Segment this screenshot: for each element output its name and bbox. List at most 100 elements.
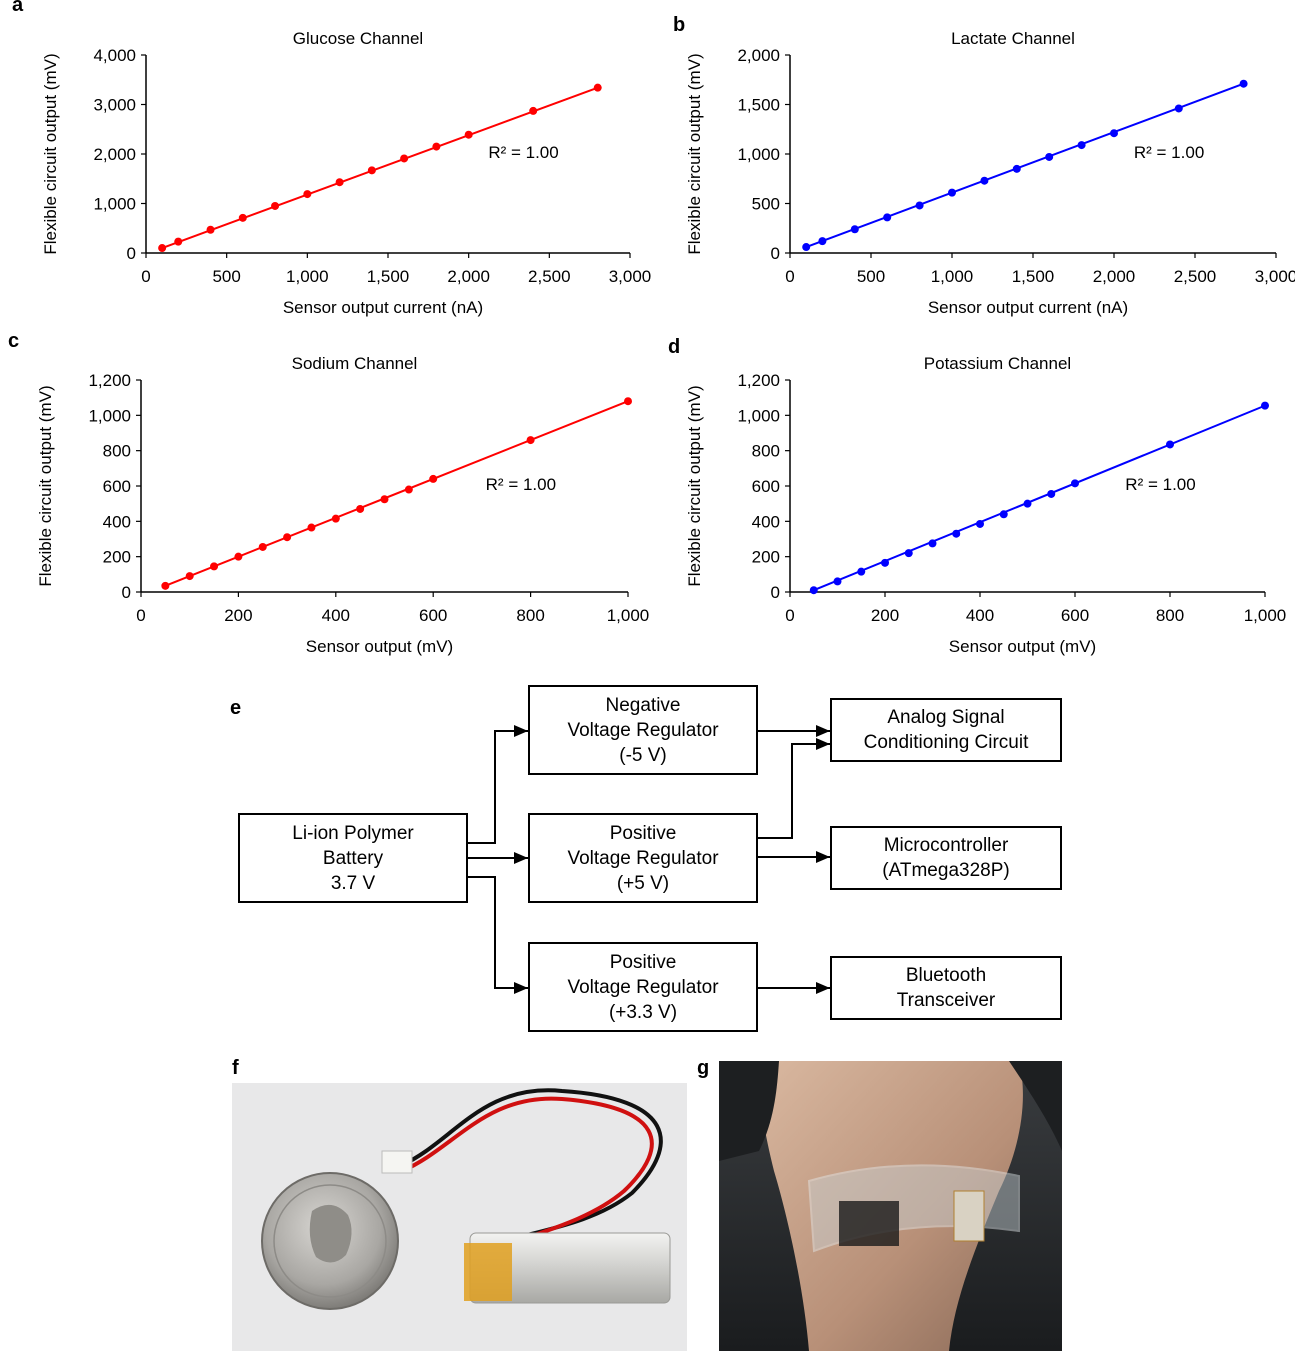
- chart-lactate: 0 500 1,000 1,500 2,000 2,500 3,000 0 500 1,000 1,…: [0, 0, 1295, 330]
- chart-c-y-tick-label: 400: [103, 512, 131, 531]
- chart-c-point: [356, 504, 365, 513]
- chart-d-x-label: Sensor output (mV): [949, 637, 1096, 656]
- chart-b-point: [915, 201, 924, 210]
- connector-icon: [381, 1150, 413, 1174]
- chart-a-point: [271, 201, 280, 210]
- chart-c-y-tick-label: 1,200: [88, 371, 131, 390]
- chart-b-y-tick-label: 1,500: [737, 96, 780, 115]
- chart-a-point: [335, 178, 344, 187]
- chart-d-y-tick-label: 600: [752, 477, 780, 496]
- positive-5v-regulator-box: Positive Voltage Regulator (+5 V): [528, 813, 758, 903]
- chart-a-title: Glucose Channel: [293, 29, 423, 48]
- panel-label-c: c: [8, 330, 20, 352]
- chart-d-x-tick-label: 600: [1061, 606, 1089, 625]
- chart-a-point: [464, 130, 473, 139]
- chart-a-point: [303, 190, 312, 199]
- battery-coin-photo: [232, 1083, 687, 1351]
- chart-c-x-tick-label: 400: [322, 606, 350, 625]
- panel-label-e: e: [230, 697, 242, 719]
- chart-sodium: 0 200 400 600 800 1,000 0 200 400 600 800 1,000 1,20…: [0, 0, 660, 670]
- chart-c-point: [307, 523, 316, 532]
- chart-c-point: [331, 514, 340, 523]
- chart-a-x-tick-label: 0: [141, 267, 150, 286]
- chart-a-point: [593, 83, 602, 92]
- chart-b-title: Lactate Channel: [951, 29, 1075, 48]
- chart-d-trendline: [813, 404, 1266, 592]
- chart-a-x-tick-label: 500: [212, 267, 240, 286]
- chart-a-point: [367, 166, 376, 175]
- chart-c-x-tick-label: 600: [419, 606, 447, 625]
- chart-d-x-tick-label: 1,000: [1244, 606, 1287, 625]
- chart-b-y-tick-label: 2,000: [737, 46, 780, 65]
- chart-c-y-tick-label: 200: [103, 548, 131, 567]
- negative-regulator-box: Negative Voltage Regulator (-5 V): [528, 685, 758, 775]
- chart-a-y-tick-label: 4,000: [93, 46, 136, 65]
- chart-d-point: [1071, 479, 1079, 488]
- chart-d-point: [833, 577, 842, 586]
- chart-d-y-label: Flexible circuit output (mV): [685, 385, 704, 586]
- chart-a-point: [174, 237, 183, 246]
- chart-a-x-tick-label: 2,500: [528, 267, 571, 286]
- connector-battery-neg: [468, 725, 528, 844]
- chart-a-x-tick-label: 2,000: [447, 267, 490, 286]
- chart-d-x-tick-label: 800: [1156, 606, 1184, 625]
- chart-c-point: [185, 572, 194, 581]
- chart-c-point: [283, 533, 292, 542]
- panel-label-g: g: [697, 1057, 710, 1079]
- chart-c-x-tick-label: 0: [136, 606, 145, 625]
- bluetooth-box: Bluetooth Transceiver: [830, 956, 1062, 1020]
- chart-c-y-label: Flexible circuit output (mV): [36, 385, 55, 586]
- battery-coin-illustration: [232, 1083, 687, 1351]
- battery-small-icon: [953, 1190, 985, 1242]
- chart-b-x-tick-label: 1,500: [1012, 267, 1055, 286]
- analog-conditioning-box: Analog Signal Conditioning Circuit: [830, 698, 1062, 762]
- chart-c-r2-annotation: R² = 1.00: [486, 475, 556, 494]
- chart-b-point: [1077, 141, 1086, 150]
- chart-b-point: [1045, 152, 1054, 161]
- chart-d-y-tick-label: 800: [752, 442, 780, 461]
- chart-b-x-tick-label: 3,000: [1255, 267, 1295, 286]
- chart-c-point: [161, 581, 170, 590]
- positive-3v3-regulator-box: Positive Voltage Regulator (+3.3 V): [528, 942, 758, 1032]
- chart-b-r2-annotation: R² = 1.00: [1134, 143, 1204, 162]
- chart-c-point: [380, 495, 389, 504]
- wrist-band-illustration: [719, 1061, 1062, 1351]
- battery-box: Li-ion Polymer Battery 3.7 V: [238, 813, 468, 903]
- chart-c-y-tick-label: 600: [103, 477, 131, 496]
- chart-b-x-tick-label: 2,500: [1174, 267, 1217, 286]
- chart-b-y-tick-label: 0: [771, 244, 780, 263]
- chart-c-x-tick-label: 800: [516, 606, 544, 625]
- connector-pos5-analog: [758, 738, 830, 839]
- panel-label-a: a: [12, 0, 24, 16]
- chart-a-y-tick-label: 0: [127, 244, 136, 263]
- chart-c-x-tick-label: 200: [224, 606, 252, 625]
- chart-c-x-label: Sensor output (mV): [306, 637, 453, 656]
- chart-d-y-tick-label: 1,200: [737, 371, 780, 390]
- chart-a-y-label: Flexible circuit output (mV): [41, 53, 60, 254]
- chart-c-point: [258, 542, 267, 551]
- chart-a-point: [206, 225, 215, 234]
- chart-d-point: [904, 549, 913, 558]
- chart-d-point: [881, 558, 889, 567]
- chart-c-point: [526, 436, 535, 445]
- chart-d-r2-annotation: R² = 1.00: [1125, 475, 1195, 494]
- chart-b-y-tick-label: 500: [752, 195, 780, 214]
- chart-d-point: [1047, 489, 1056, 498]
- chart-c-x-tick-label: 1,000: [607, 606, 650, 625]
- chart-c-point: [234, 552, 243, 561]
- chart-b-point: [1012, 164, 1021, 173]
- chart-a-x-label: Sensor output current (nA): [283, 298, 483, 317]
- chart-b-x-tick-label: 2,000: [1093, 267, 1136, 286]
- chart-b-x-tick-label: 500: [857, 267, 885, 286]
- chart-d-x-tick-label: 0: [785, 606, 794, 625]
- chart-b-point: [818, 237, 827, 246]
- chart-d-y-tick-label: 200: [752, 548, 780, 567]
- chart-c-y-tick-label: 0: [122, 583, 131, 602]
- chart-d-title: Potassium Channel: [924, 354, 1071, 373]
- chart-a-y-tick-label: 3,000: [93, 96, 136, 115]
- chart-d-x-tick-label: 200: [871, 606, 899, 625]
- chart-glucose: 0 500 1,000 1,500 2,000 2,500 3,000 0 1,000 2,000…: [0, 0, 660, 330]
- chart-a-y-tick-label: 2,000: [93, 145, 136, 164]
- chart-a-y-tick-label: 1,000: [93, 195, 136, 214]
